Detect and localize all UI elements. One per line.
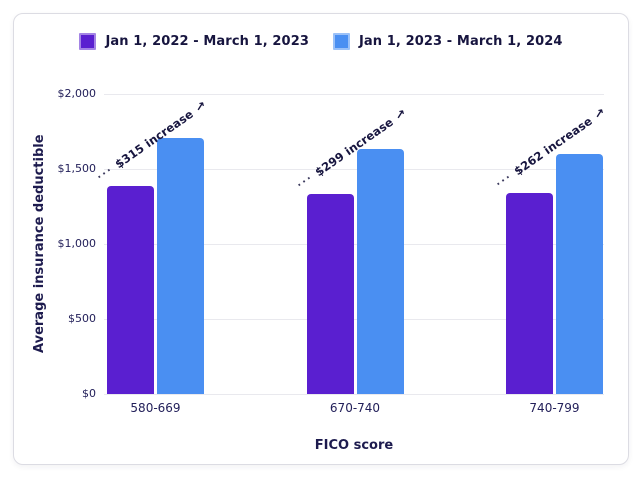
arrow-up-right-icon: ↗ (193, 98, 207, 115)
arrow-up-right-icon: ↗ (592, 106, 606, 123)
category-label: 670-740 (329, 401, 381, 415)
bar-series-2023-2024 (157, 138, 204, 394)
annotation-dots: ··· (294, 171, 315, 191)
x-axis-title: FICO score (314, 438, 394, 453)
bar-series-2022-2023 (306, 193, 354, 394)
arrow-up-right-icon: ↗ (393, 106, 407, 123)
gridline (104, 244, 604, 245)
legend-swatch-purple-icon (79, 33, 97, 50)
annotation-dots: ··· (94, 163, 116, 183)
legend-item-2023-2024: Jan 1, 2023 - March 1, 2024 (333, 33, 563, 50)
chart-card: Jan 1, 2022 - March 1, 2023 Jan 1, 2023 … (13, 13, 629, 465)
annotation-dots: ··· (493, 171, 515, 191)
category-label: 580-669 (130, 401, 181, 415)
bar-series-2022-2023 (506, 193, 553, 394)
category-label: 740-799 (529, 401, 580, 415)
y-tick-label: $1,500 (57, 162, 97, 175)
y-tick-label: $1,000 (57, 237, 97, 250)
gridline (104, 319, 604, 320)
bar-series-2023-2024 (556, 154, 603, 394)
gridline (104, 394, 604, 395)
y-tick-label: $500 (68, 312, 96, 325)
legend-item-2022-2023: Jan 1, 2022 - March 1, 2023 (79, 33, 309, 50)
legend-label-2023-2024: Jan 1, 2023 - March 1, 2024 (359, 34, 563, 49)
legend-label-2022-2023: Jan 1, 2022 - March 1, 2023 (105, 34, 309, 49)
legend: Jan 1, 2022 - March 1, 2023 Jan 1, 2023 … (14, 33, 628, 50)
plot-area: $0 $500 $1,000 $1,500 $2,000 580-669 ··· $315 i… (58, 87, 606, 415)
gridline (104, 94, 604, 95)
bar-series-2022-2023 (107, 185, 154, 394)
gridline (104, 169, 604, 170)
y-tick-label: $0 (82, 387, 96, 400)
y-tick-label: $2,000 (57, 87, 97, 100)
bar-series-2023-2024 (356, 148, 404, 394)
legend-swatch-blue-icon (333, 33, 350, 50)
